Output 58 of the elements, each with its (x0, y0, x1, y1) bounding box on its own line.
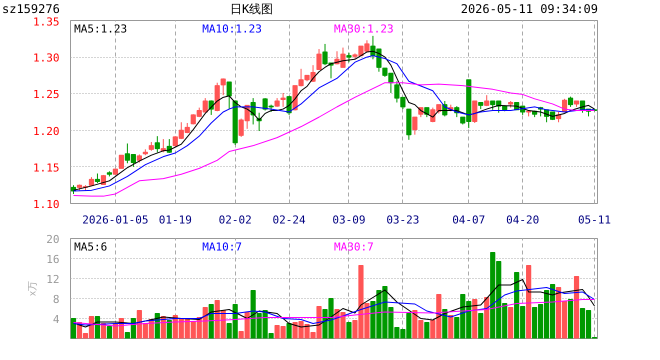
candlestick (346, 52, 352, 63)
candlestick (472, 100, 478, 124)
bar (484, 297, 490, 338)
bar (568, 299, 574, 338)
annotation: MA5:1.23 (74, 22, 128, 36)
annotation: MA10:1.23 (202, 22, 262, 36)
x-tick-label: 04-07 (452, 214, 486, 226)
annotation: MA10:7 (202, 240, 242, 254)
text: sz159276 (2, 1, 60, 17)
y-tick-label: 1.15 (33, 161, 60, 174)
y-tick-label: 1.35 (33, 16, 60, 28)
y-tick-label: 1.25 (33, 88, 60, 102)
bar (208, 304, 214, 338)
chart-title: 日K线图 (230, 1, 274, 18)
candlestick (94, 172, 100, 184)
y-tick-label: 8 (52, 293, 60, 306)
x-tick-label: 02-24 (272, 214, 306, 226)
y-tick-label: 1.30 (33, 52, 60, 65)
annotation: MA30:7 (334, 240, 374, 254)
annotation: MA30:1.23 (334, 22, 394, 36)
bar (286, 323, 292, 338)
candlestick (154, 136, 160, 153)
annotation: MA5:6 (74, 240, 108, 254)
y-tick-label: 4 (52, 313, 60, 326)
line-series (72, 287, 596, 326)
line-series (72, 299, 596, 326)
x-tick-label: 02-02 (218, 214, 252, 226)
candlestick (412, 116, 418, 136)
x-tick-label: 05-11 (578, 214, 612, 226)
line-series (72, 279, 596, 328)
candlestick (280, 92, 286, 108)
bar (448, 315, 454, 338)
bar (70, 318, 76, 338)
candlestick (226, 81, 232, 110)
candlestick (316, 48, 322, 70)
y-tick-label: 1.20 (33, 124, 60, 138)
bar (346, 322, 352, 338)
candlestick (568, 96, 574, 108)
x-tick-label: 2026-01-05 (82, 214, 149, 226)
bar (478, 313, 484, 338)
y-axis-title: x万 (27, 281, 38, 296)
x-tick-label: 03-09 (332, 214, 366, 226)
bar (106, 326, 112, 338)
x-tick-label: 04-20 (506, 214, 540, 226)
text: 2026-05-11 09:34:09 (460, 1, 598, 18)
line-series (72, 82, 596, 197)
bar (166, 320, 172, 338)
y-tick-label: 16 (46, 253, 60, 266)
x-tick-label: 03-23 (386, 214, 420, 226)
y-tick-label: 12 (46, 273, 60, 286)
bar (508, 307, 514, 338)
bar (424, 322, 430, 338)
bar (526, 265, 532, 338)
y-tick-label: 1.10 (33, 198, 60, 211)
bar (574, 276, 580, 338)
x-tick-label: 01-19 (158, 214, 192, 226)
bar (472, 299, 478, 338)
y-tick-label: 20 (46, 233, 60, 246)
